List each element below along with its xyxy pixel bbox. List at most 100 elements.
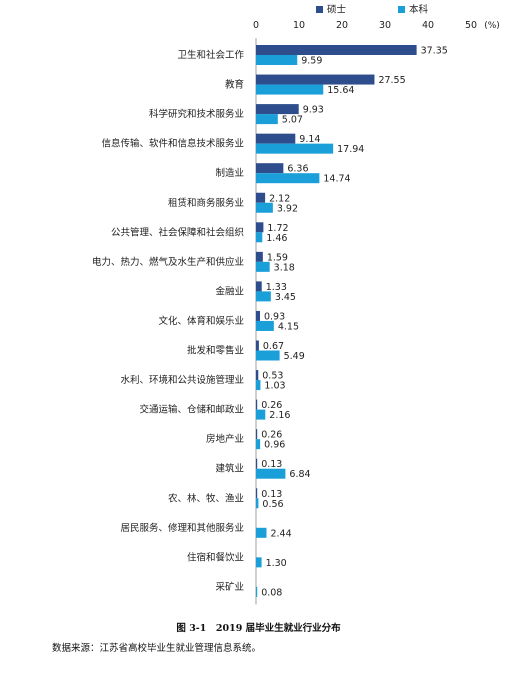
bar-master-1 xyxy=(256,74,375,85)
value-label-bachelor-16: 2.44 xyxy=(270,528,291,539)
value-label-bachelor-15: 0.56 xyxy=(262,499,283,510)
x-tick-label-5: 50 xyxy=(465,20,477,31)
bars xyxy=(256,45,417,597)
category-label-16: 居民服务、修理和其他服务业 xyxy=(120,522,244,534)
category-label-5: 租赁和商务服务业 xyxy=(168,197,244,209)
category-label-15: 农、林、牧、渔业 xyxy=(168,492,244,504)
bar-bachelor-3 xyxy=(256,143,334,154)
unit-label: (%) xyxy=(484,21,500,31)
bar-master-2 xyxy=(256,104,299,115)
bar-bachelor-10 xyxy=(256,350,280,361)
value-label-bachelor-17: 1.30 xyxy=(266,558,287,569)
category-label-17: 住宿和餐饮业 xyxy=(187,551,244,563)
category-label-7: 电力、热力、燃气及水生产和供应业 xyxy=(92,256,244,268)
x-axis: 0 10 20 30 40 50 (%) xyxy=(253,20,500,605)
value-label-bachelor-18: 0.08 xyxy=(261,587,282,598)
x-tick-label-1: 10 xyxy=(293,20,305,31)
x-tick-label-3: 30 xyxy=(379,20,391,31)
value-label-master-1: 27.55 xyxy=(378,75,405,86)
category-label-11: 水利、环境和公共设施管理业 xyxy=(120,374,244,386)
bar-master-3 xyxy=(256,133,296,144)
category-label-2: 科学研究和技术服务业 xyxy=(149,108,244,120)
bar-master-9 xyxy=(256,310,260,321)
legend-swatch-0 xyxy=(316,6,323,13)
value-label-bachelor-2: 5.07 xyxy=(282,115,303,126)
category-label-10: 批发和零售业 xyxy=(187,345,244,357)
data-source-note: 数据来源：江苏省高校毕业生就业管理信息系统。 xyxy=(52,643,262,654)
value-label-bachelor-8: 3.45 xyxy=(275,292,296,303)
figure-caption: 图 3-1 2019 届毕业生就业行业分布 xyxy=(176,623,341,634)
bar-bachelor-5 xyxy=(256,202,273,213)
value-label-master-0: 37.35 xyxy=(421,46,448,57)
bar-master-10 xyxy=(256,340,259,351)
bar-master-5 xyxy=(256,192,266,203)
value-label-bachelor-14: 6.84 xyxy=(289,469,310,480)
value-label-master-4: 6.36 xyxy=(287,164,308,175)
bar-master-0 xyxy=(256,45,417,55)
bar-bachelor-7 xyxy=(256,261,270,272)
category-labels: 卫生和社会工作教育科学研究和技术服务业信息传输、软件和信息技术服务业制造业租赁和… xyxy=(92,49,245,593)
value-label-master-7: 1.59 xyxy=(267,252,288,263)
category-label-18: 采矿业 xyxy=(215,581,244,593)
value-label-bachelor-1: 15.64 xyxy=(327,85,354,96)
value-label-bachelor-6: 1.46 xyxy=(266,233,287,244)
bar-bachelor-12 xyxy=(256,409,266,420)
bar-master-11 xyxy=(256,370,259,381)
category-label-13: 房地产业 xyxy=(206,433,244,445)
x-tick-label-2: 20 xyxy=(336,20,348,31)
value-label-bachelor-7: 3.18 xyxy=(274,262,295,273)
value-label-master-15: 0.13 xyxy=(261,489,282,500)
category-label-4: 制造业 xyxy=(215,167,244,179)
bar-bachelor-15 xyxy=(256,498,259,509)
bar-bachelor-4 xyxy=(256,173,320,184)
bar-master-15 xyxy=(256,488,258,499)
bar-bachelor-0 xyxy=(256,55,298,65)
value-label-master-2: 9.93 xyxy=(303,105,324,116)
bar-bachelor-9 xyxy=(256,320,274,331)
x-tick-label-0: 0 xyxy=(253,20,259,31)
value-label-master-5: 2.12 xyxy=(269,193,290,204)
category-label-1: 教育 xyxy=(225,79,244,91)
category-label-6: 公共管理、社会保障和社会组织 xyxy=(111,226,244,238)
bar-bachelor-2 xyxy=(256,114,278,125)
category-label-14: 建筑业 xyxy=(215,463,244,475)
value-label-master-8: 1.33 xyxy=(266,282,287,293)
bar-master-7 xyxy=(256,251,263,262)
category-label-3: 信息传输、软件和信息技术服务业 xyxy=(101,138,244,150)
bar-bachelor-13 xyxy=(256,439,261,450)
value-label-master-3: 9.14 xyxy=(299,134,320,145)
bar-chart: 硕士 本科 0 10 20 30 40 50 (%) 卫生和社会工作教育科学研究和技术服务业信… xyxy=(92,4,500,605)
legend-label-0: 硕士 xyxy=(327,4,347,16)
legend-label-1: 本科 xyxy=(409,4,429,16)
value-label-bachelor-4: 14.74 xyxy=(323,174,350,185)
value-label-bachelor-9: 4.15 xyxy=(278,321,299,332)
category-label-12: 交通运输、仓储和邮政业 xyxy=(139,404,244,416)
value-label-master-12: 0.26 xyxy=(261,400,282,411)
value-label-bachelor-13: 0.96 xyxy=(264,440,285,451)
value-label-bachelor-0: 9.59 xyxy=(301,56,322,67)
bar-master-6 xyxy=(256,222,264,233)
value-label-master-9: 0.93 xyxy=(264,311,285,322)
value-label-master-11: 0.53 xyxy=(262,371,283,382)
x-tick-label-4: 40 xyxy=(422,20,434,31)
bar-bachelor-1 xyxy=(256,84,324,95)
bar-bachelor-14 xyxy=(256,468,286,479)
bar-master-12 xyxy=(256,399,258,410)
category-label-9: 文化、体育和娱乐业 xyxy=(158,315,244,327)
value-label-master-13: 0.26 xyxy=(261,430,282,441)
bar-bachelor-6 xyxy=(256,232,263,243)
value-label-bachelor-10: 5.49 xyxy=(284,351,305,362)
value-label-master-14: 0.13 xyxy=(261,459,282,470)
bar-bachelor-18 xyxy=(256,586,258,597)
bar-bachelor-17 xyxy=(256,557,262,568)
bar-bachelor-11 xyxy=(256,380,261,391)
value-label-bachelor-12: 2.16 xyxy=(269,410,290,421)
bar-master-4 xyxy=(256,163,284,174)
bar-bachelor-8 xyxy=(256,291,271,302)
bar-master-13 xyxy=(256,429,258,440)
bar-bachelor-16 xyxy=(256,527,267,538)
category-label-8: 金融业 xyxy=(215,285,244,297)
value-label-bachelor-3: 17.94 xyxy=(337,144,364,155)
chart-legend: 硕士 本科 xyxy=(316,4,429,16)
value-label-bachelor-11: 1.03 xyxy=(264,381,285,392)
